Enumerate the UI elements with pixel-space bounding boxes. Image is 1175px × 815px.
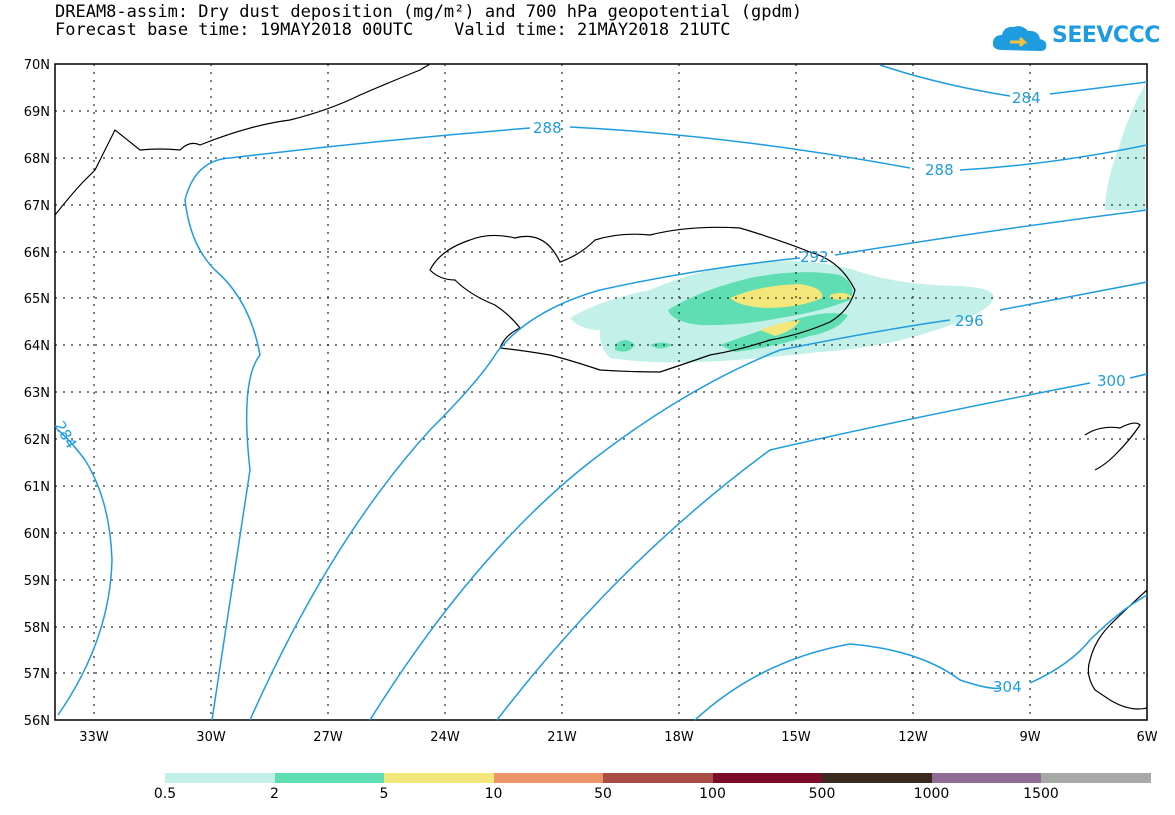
legend-label: 1000	[913, 786, 950, 802]
lat-label: 56N	[24, 714, 50, 729]
lat-label: 70N	[24, 58, 50, 73]
lat-label: 60N	[24, 527, 50, 542]
lat-label: 59N	[24, 574, 50, 589]
lat-label: 61N	[24, 480, 50, 495]
legend-colorbar	[165, 773, 1151, 783]
legend-swatch	[384, 773, 494, 783]
lon-labels: 33W 30W 27W 24W 21W 18W 15W 12W 9W 6W	[79, 730, 1157, 745]
lon-label: 12W	[898, 730, 928, 745]
contour-label-288-b: 288	[925, 161, 954, 179]
lat-label: 66N	[24, 246, 50, 261]
lat-label: 62N	[24, 433, 50, 448]
contour-label-304: 304	[993, 678, 1022, 696]
legend-label: 50	[594, 786, 612, 802]
legend-swatch	[274, 773, 384, 783]
dust-shading	[570, 85, 1145, 363]
legend-swatch	[603, 773, 713, 783]
coastlines	[54, 63, 1148, 710]
scotland-coast	[1087, 589, 1148, 710]
geopotential-contours	[57, 64, 1148, 721]
faroe-coast	[1084, 422, 1141, 471]
gridlines	[55, 64, 1147, 720]
lat-label: 67N	[24, 199, 50, 214]
lat-label: 57N	[24, 667, 50, 682]
lon-label: 33W	[79, 730, 109, 745]
lat-label: 63N	[24, 386, 50, 401]
legend-label: 10	[484, 786, 503, 802]
lon-label: 24W	[430, 730, 460, 745]
legend-label: 100	[699, 786, 726, 802]
contour-label-300: 300	[1097, 372, 1126, 390]
greenland-coast	[54, 63, 431, 216]
lon-label: 30W	[196, 730, 226, 745]
legend-swatch	[822, 773, 932, 783]
lat-label: 58N	[24, 621, 50, 636]
chart-subtitle: Forecast base time: 19MAY2018 00UTC Vali…	[55, 20, 731, 40]
iceland-coast	[429, 226, 856, 373]
lat-label: 69N	[24, 105, 50, 120]
contour-label-296: 296	[955, 312, 984, 330]
lon-label: 6W	[1136, 730, 1157, 745]
legend-swatch	[931, 773, 1041, 783]
cloud-icon	[992, 26, 1047, 51]
chart-title: DREAM8-assim: Dry dust deposition (mg/m²…	[55, 2, 803, 22]
legend-label: 2	[270, 786, 279, 802]
lon-label: 21W	[547, 730, 577, 745]
lat-labels: 70N 69N 68N 67N 66N 65N 64N 63N 62N 61N …	[24, 58, 50, 729]
lat-label: 64N	[24, 339, 50, 354]
legend-swatch	[1041, 773, 1151, 783]
legend-label: 5	[379, 786, 389, 802]
contour-label-292: 292	[800, 248, 829, 266]
lat-label: 68N	[24, 152, 50, 167]
logo-text: SEEVCCC	[1052, 23, 1160, 48]
lon-label: 18W	[664, 730, 694, 745]
legend-swatch	[712, 773, 822, 783]
contour-label-284: 284	[1012, 89, 1041, 107]
lon-label: 15W	[781, 730, 811, 745]
legend-swatch	[165, 773, 275, 783]
lon-label: 9W	[1019, 730, 1040, 745]
legend-swatch	[493, 773, 603, 783]
legend-label: 1500	[1023, 786, 1059, 802]
contour-label-288-a: 288	[533, 119, 562, 137]
lat-label: 65N	[24, 292, 50, 307]
legend-label: 500	[808, 786, 836, 802]
legend-label: 0.5	[153, 786, 177, 802]
lon-label: 27W	[313, 730, 343, 745]
contour-labels: 284 288 288 292 296 300 304 284	[51, 89, 1126, 696]
